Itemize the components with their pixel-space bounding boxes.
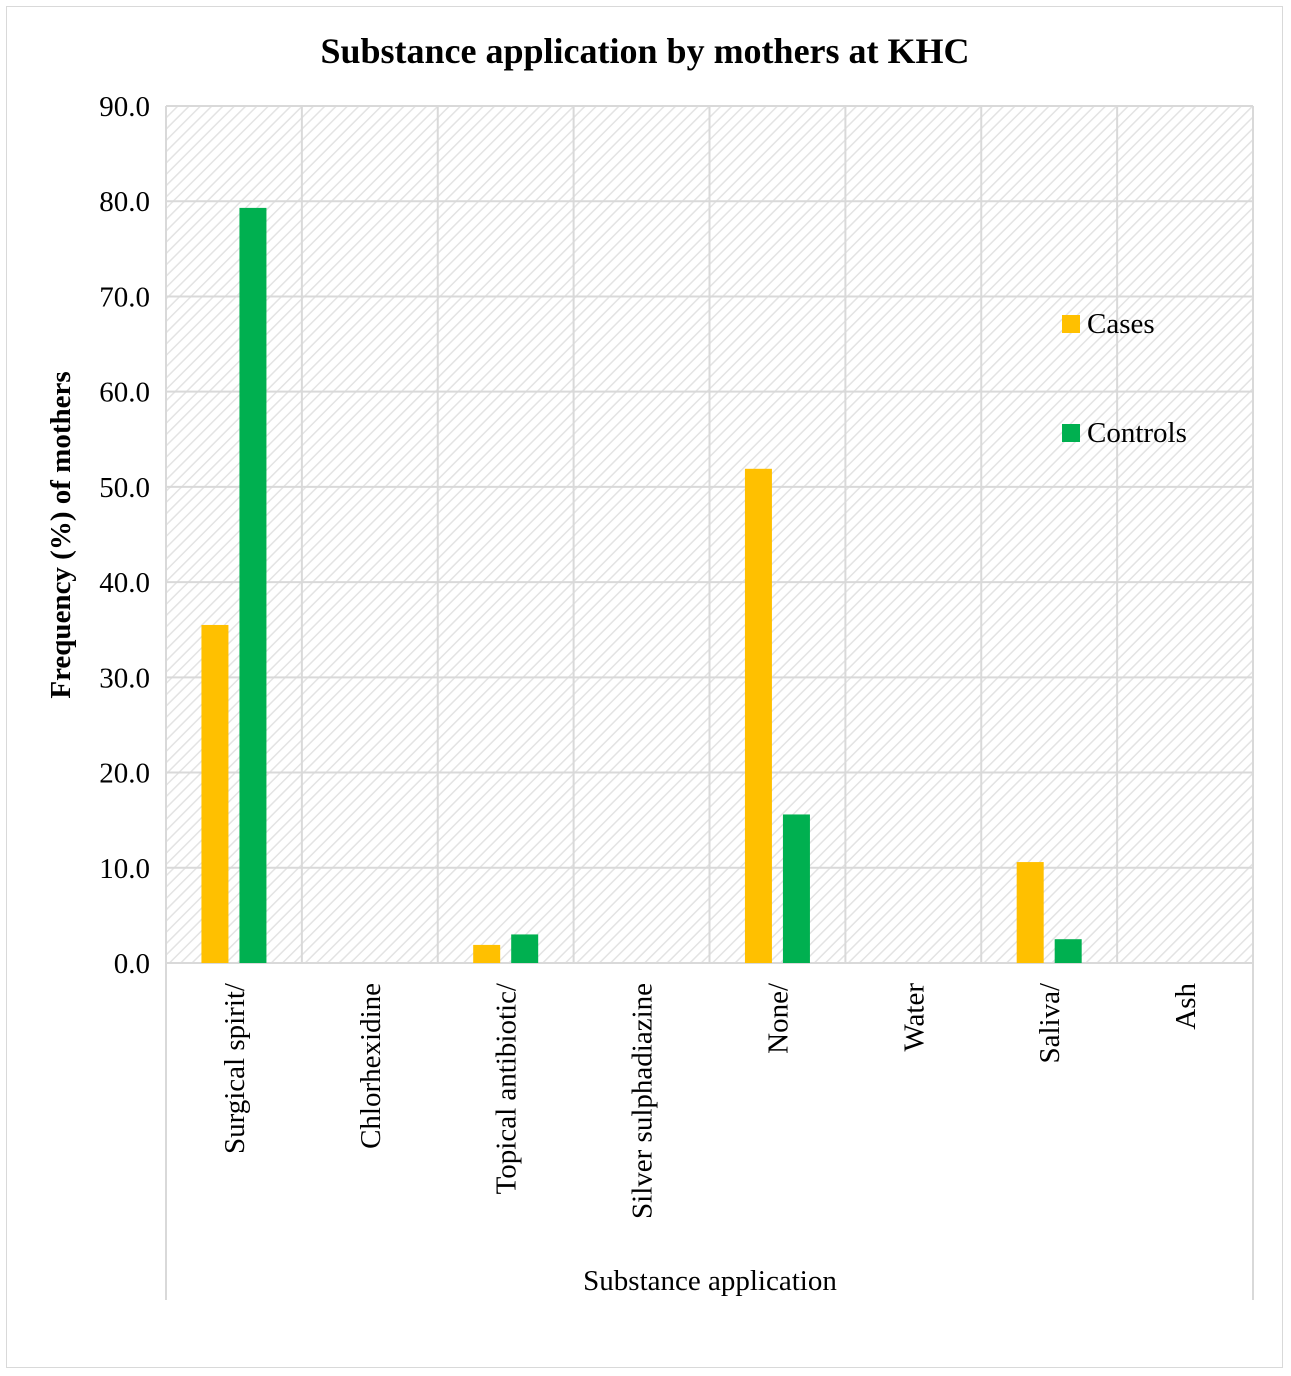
- x-category-label: None/: [762, 982, 794, 1054]
- y-tick-label: 20.0: [99, 758, 150, 790]
- y-tick-label: 0.0: [114, 948, 150, 980]
- bar-cases-1: [201, 624, 229, 963]
- bar-controls-1: [239, 207, 267, 964]
- bar-controls-3: [511, 934, 539, 963]
- y-tick-label: 80.0: [99, 186, 150, 218]
- y-tick-label: 90.0: [99, 91, 150, 123]
- bar-controls-5: [782, 814, 810, 963]
- bar-cases-5: [744, 468, 772, 963]
- legend-swatch-cases: [1062, 315, 1080, 333]
- y-tick-label: 10.0: [99, 853, 150, 885]
- y-tick-label: 70.0: [99, 281, 150, 313]
- y-tick-label: 50.0: [99, 472, 150, 504]
- legend-swatch-controls: [1062, 424, 1080, 442]
- bar-cases-7: [1016, 862, 1044, 963]
- legend-label-cases: Cases: [1087, 308, 1155, 340]
- x-category-label: Silver sulphadiazine: [627, 983, 659, 1219]
- y-axis-ticks: 0.0 10.0 20.0 30.0 40.0 50.0 60.0 70.0 80.0 90.0: [99, 91, 150, 980]
- bar-cases-3: [473, 944, 501, 963]
- y-tick-label: 40.0: [99, 567, 150, 599]
- x-category-label: Water: [898, 983, 930, 1052]
- x-axis-categories: Surgical spirit/Chlorhexidine Topical ant…: [219, 982, 1202, 1219]
- legend-label-controls: Controls: [1087, 417, 1187, 449]
- bars: [201, 207, 1082, 964]
- y-axis-title: Frequency (%) of mothers: [45, 371, 77, 698]
- x-axis-title: Substance application: [583, 1265, 837, 1297]
- x-category-label: Topical antibiotic/: [491, 982, 523, 1194]
- chart-title: Substance application by mothers at KHC: [320, 31, 969, 71]
- gridlines: [165, 105, 1254, 1300]
- x-category-label: Ash: [1170, 983, 1202, 1030]
- x-category-label: Surgical spirit/: [219, 982, 251, 1154]
- x-category-label: Chlorhexidine: [355, 983, 387, 1149]
- y-tick-label: 30.0: [99, 662, 150, 694]
- legend: Cases Controls: [1062, 308, 1187, 449]
- x-category-label: Saliva/: [1034, 982, 1066, 1063]
- y-tick-label: 60.0: [99, 377, 150, 409]
- bar-controls-7: [1054, 939, 1082, 963]
